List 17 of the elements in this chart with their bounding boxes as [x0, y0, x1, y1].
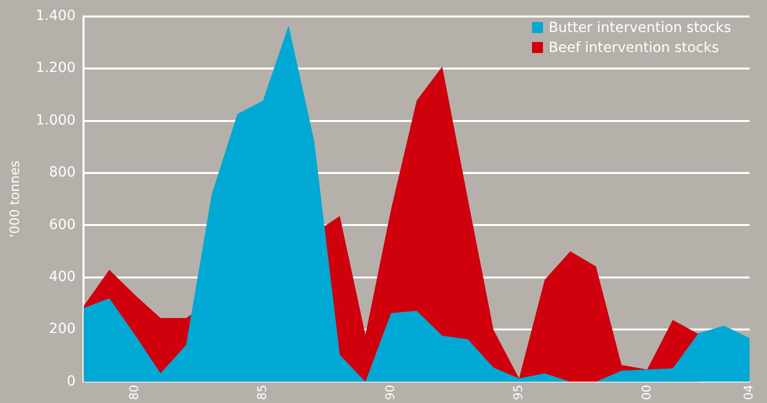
y-tick-label: 200	[48, 321, 76, 338]
y-tick-label: 1.400	[36, 8, 76, 24]
legend-label: Beef intervention stocks	[548, 39, 720, 58]
x-tick-label: 04	[742, 384, 756, 400]
y-tick-label: 800	[48, 164, 76, 181]
y-tick-label: 0	[66, 373, 76, 390]
y-tick-label: 1.200	[36, 60, 76, 76]
y-tick-label: 1.000	[36, 112, 76, 128]
y-tick-label: 600	[48, 216, 76, 233]
x-tick-label: 95	[511, 384, 526, 400]
x-tick-label: 00	[639, 384, 654, 400]
y-axis-title: '000 tonnes	[8, 160, 24, 238]
x-tick-label: 85	[255, 384, 270, 400]
y-tick-label: 400	[48, 268, 76, 285]
x-tick-label: 90	[383, 384, 398, 400]
legend-label: Butter intervention stocks	[548, 19, 731, 38]
x-tick-label: 80	[127, 384, 142, 400]
